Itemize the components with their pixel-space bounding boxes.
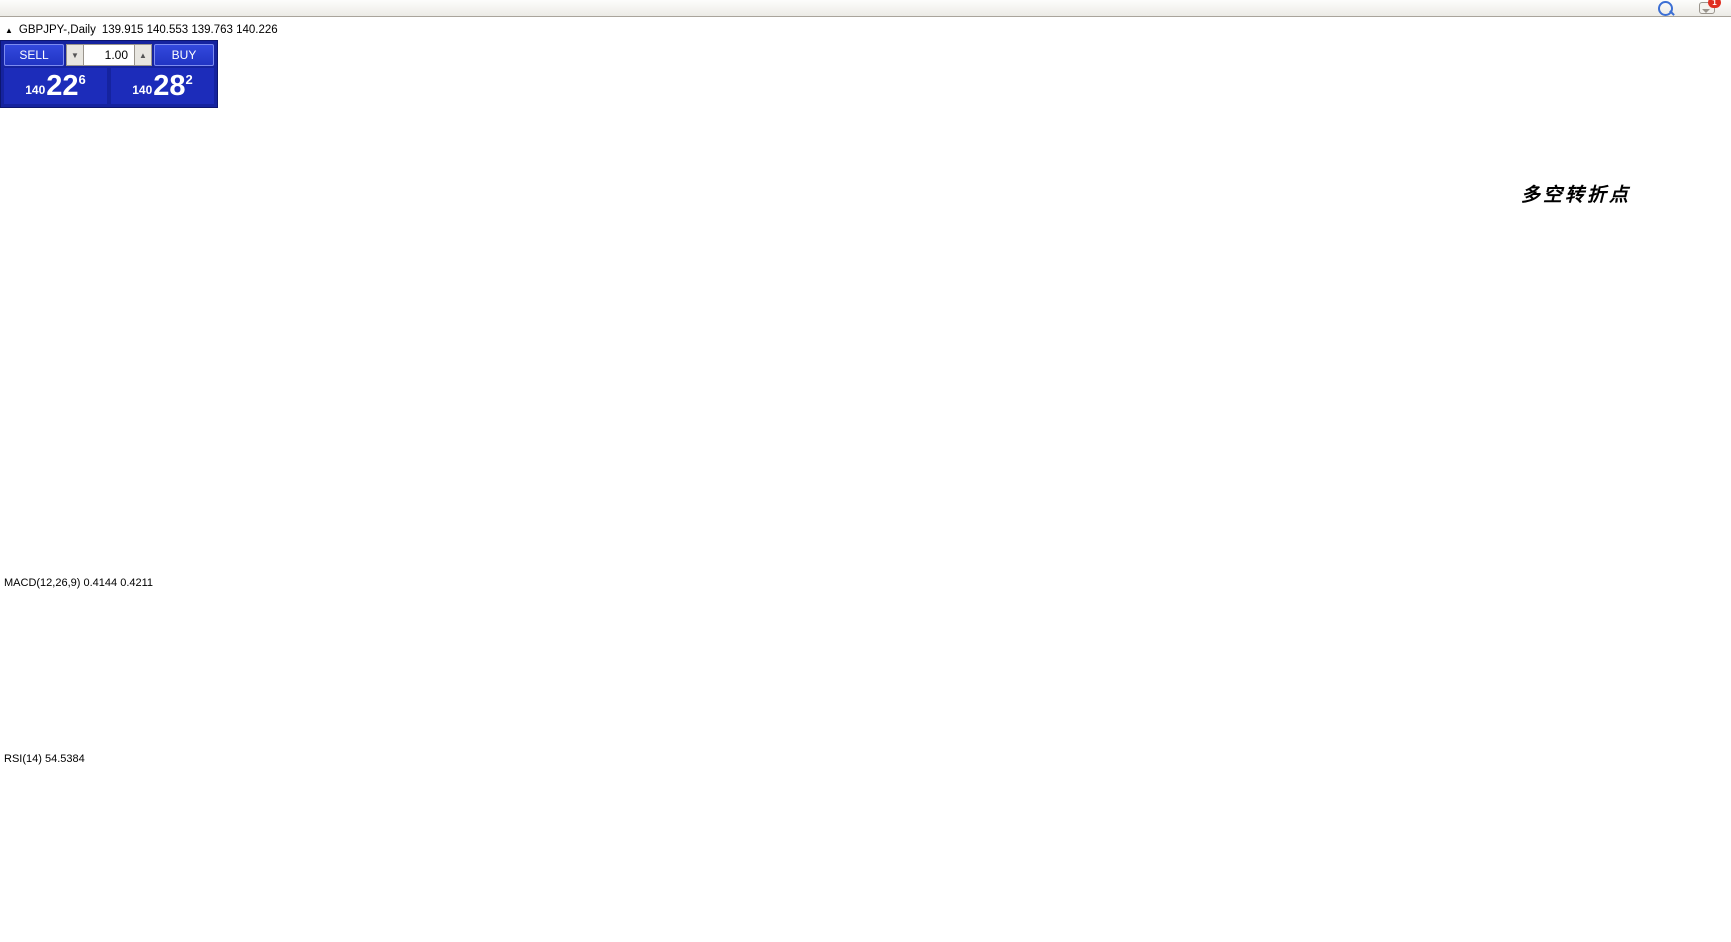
- volume-down-button[interactable]: ▼: [66, 44, 84, 66]
- symbol-period-label: GBPJPY-,Daily: [18, 24, 96, 36]
- macd-name: MACD(12,26,9): [4, 577, 81, 589]
- macd-signal-value: 0.4211: [120, 577, 154, 589]
- chart-title: ▲ GBPJPY-,Daily 139.915 140.553 139.763 …: [5, 24, 278, 36]
- trade-panel-top-row: SELL ▼ 1.00 ▲ BUY: [4, 44, 214, 66]
- volume-stepper: ▼ 1.00 ▲: [66, 44, 152, 66]
- buy-price-button[interactable]: 140 28 2: [111, 68, 214, 104]
- sell-button[interactable]: SELL: [4, 44, 64, 66]
- sell-price-big: 22: [46, 70, 79, 103]
- trade-panel-prices: 140 22 6 140 28 2: [4, 68, 214, 104]
- toolbar-right: 1: [1658, 0, 1731, 16]
- rsi-name: RSI(14): [4, 753, 42, 765]
- search-icon[interactable]: [1658, 0, 1673, 16]
- rsi-indicator-label: RSI(14) 54.5384: [4, 753, 85, 765]
- volume-input[interactable]: 1.00: [84, 44, 134, 66]
- main-toolbar: 1: [0, 0, 1731, 17]
- chinese-annotation-note[interactable]: 多空转折点: [1521, 185, 1632, 206]
- sell-price-sup: 6: [78, 72, 86, 87]
- one-click-trade-panel: SELL ▼ 1.00 ▲ BUY 140 22 6 140 28 2: [0, 40, 218, 108]
- macd-indicator-label: MACD(12,26,9) 0.4144 0.4211: [4, 577, 153, 589]
- buy-price-big: 28: [153, 70, 186, 103]
- volume-up-button[interactable]: ▲: [134, 44, 152, 66]
- buy-button[interactable]: BUY: [154, 44, 214, 66]
- buy-price-sup: 2: [185, 72, 193, 87]
- buy-price-prefix: 140: [132, 83, 153, 97]
- ohlc-values: 139.915 140.553 139.763 140.226: [101, 24, 278, 36]
- rsi-value: 54.5384: [44, 753, 85, 765]
- sell-price-button[interactable]: 140 22 6: [4, 68, 107, 104]
- macd-main-value: 0.4144: [83, 577, 118, 589]
- sell-price-prefix: 140: [25, 83, 46, 97]
- notification-badge: 1: [1708, 0, 1721, 8]
- chat-icon[interactable]: 1: [1699, 0, 1721, 14]
- collapse-panel-icon[interactable]: ▲: [5, 25, 13, 35]
